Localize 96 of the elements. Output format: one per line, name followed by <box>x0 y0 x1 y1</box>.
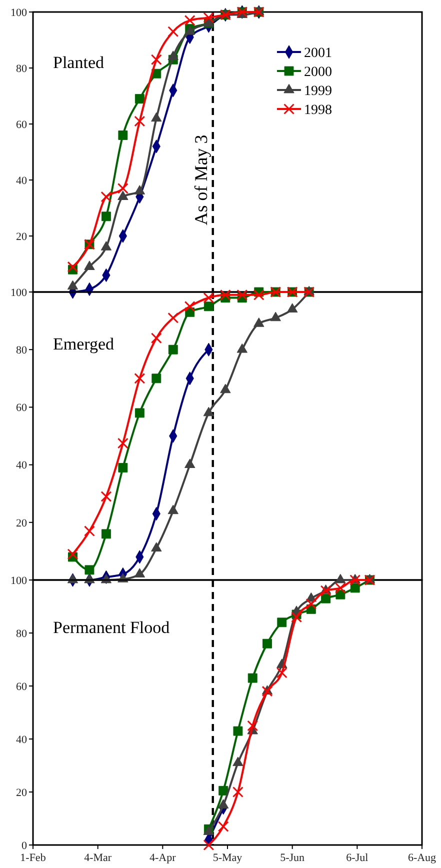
x-tick-label: 6-Jul <box>346 852 368 864</box>
point <box>203 292 214 304</box>
legend-label: 1998 <box>304 102 332 118</box>
point <box>118 190 128 200</box>
point <box>118 462 128 472</box>
y-tick-label: 40 <box>16 460 28 472</box>
point <box>152 374 162 384</box>
point <box>84 526 95 537</box>
point <box>334 582 346 594</box>
point <box>100 491 112 502</box>
y-tick-label: 80 <box>16 62 28 75</box>
point <box>276 667 288 678</box>
point <box>168 26 179 38</box>
point <box>320 585 332 596</box>
point <box>220 384 231 394</box>
point <box>134 372 146 384</box>
legend-label: 1999 <box>304 84 332 99</box>
y-tick-label: 60 <box>16 402 28 414</box>
ref-line-label: As of May 3 <box>190 134 211 226</box>
text: Emerged <box>53 334 115 354</box>
point <box>100 241 112 250</box>
point <box>254 318 264 327</box>
text: Permanent Flood <box>53 618 170 637</box>
point <box>262 638 272 648</box>
point <box>270 312 281 322</box>
point <box>248 673 258 683</box>
point <box>118 130 128 140</box>
x-tick-label: 5-May <box>212 852 243 864</box>
point <box>100 191 112 202</box>
point <box>168 312 179 324</box>
point <box>84 260 95 270</box>
text: Planted <box>53 53 104 72</box>
y-tick-label: 100 <box>10 6 28 19</box>
y-tick-label: 100 <box>10 286 28 299</box>
x-tick-label: 5-Jun <box>280 852 306 864</box>
point <box>134 116 146 127</box>
point <box>184 300 196 312</box>
point <box>286 303 298 312</box>
y-tick-label: 60 <box>16 118 28 131</box>
point <box>134 568 146 578</box>
legend-label: 2000 <box>304 64 332 80</box>
point <box>67 280 78 290</box>
y-tick-label: 20 <box>16 517 28 530</box>
y-tick-label: 80 <box>16 344 28 356</box>
y-tick-label: 40 <box>16 174 28 187</box>
x-tick-label: 6-Aug <box>408 852 437 864</box>
point <box>204 302 214 312</box>
y-tick-label: 0 <box>22 840 28 852</box>
x-tick-label: 4-Apr <box>150 852 176 864</box>
y-tick-label: 40 <box>16 734 28 746</box>
point <box>203 406 214 416</box>
point <box>134 94 144 104</box>
point <box>84 565 94 575</box>
point <box>350 583 360 593</box>
point <box>134 185 146 194</box>
point <box>168 344 178 354</box>
y-tick-label: 100 <box>10 574 28 587</box>
legend-label: 2001 <box>304 46 332 61</box>
point <box>232 786 244 798</box>
point <box>253 289 264 300</box>
point <box>247 720 258 732</box>
point <box>262 686 273 697</box>
y-tick-label: 60 <box>16 680 28 693</box>
point <box>184 458 196 468</box>
y-tick-label: 80 <box>16 628 28 640</box>
point <box>335 574 346 584</box>
point <box>168 50 178 60</box>
point <box>168 504 178 514</box>
point <box>150 332 162 344</box>
point <box>236 289 248 300</box>
point <box>220 289 231 300</box>
point <box>151 542 162 552</box>
point <box>233 726 243 736</box>
point <box>151 112 162 122</box>
y-tick-label: 20 <box>16 786 28 799</box>
point <box>134 408 144 418</box>
point <box>321 594 331 604</box>
point <box>150 54 162 66</box>
x-tick-label: 4-Mar <box>84 852 112 864</box>
point <box>236 343 248 353</box>
point <box>101 212 111 222</box>
point <box>117 438 128 449</box>
point <box>203 12 214 24</box>
point <box>218 820 229 832</box>
point <box>101 529 111 539</box>
point <box>67 548 78 560</box>
y-tick-label: 20 <box>16 230 28 243</box>
point <box>184 14 196 26</box>
point <box>117 182 128 194</box>
point <box>232 756 244 766</box>
point <box>67 261 78 272</box>
point <box>291 612 302 623</box>
x-tick-label: 1-Feb <box>20 852 46 864</box>
point <box>306 598 317 610</box>
point <box>218 786 228 796</box>
point <box>277 618 287 628</box>
